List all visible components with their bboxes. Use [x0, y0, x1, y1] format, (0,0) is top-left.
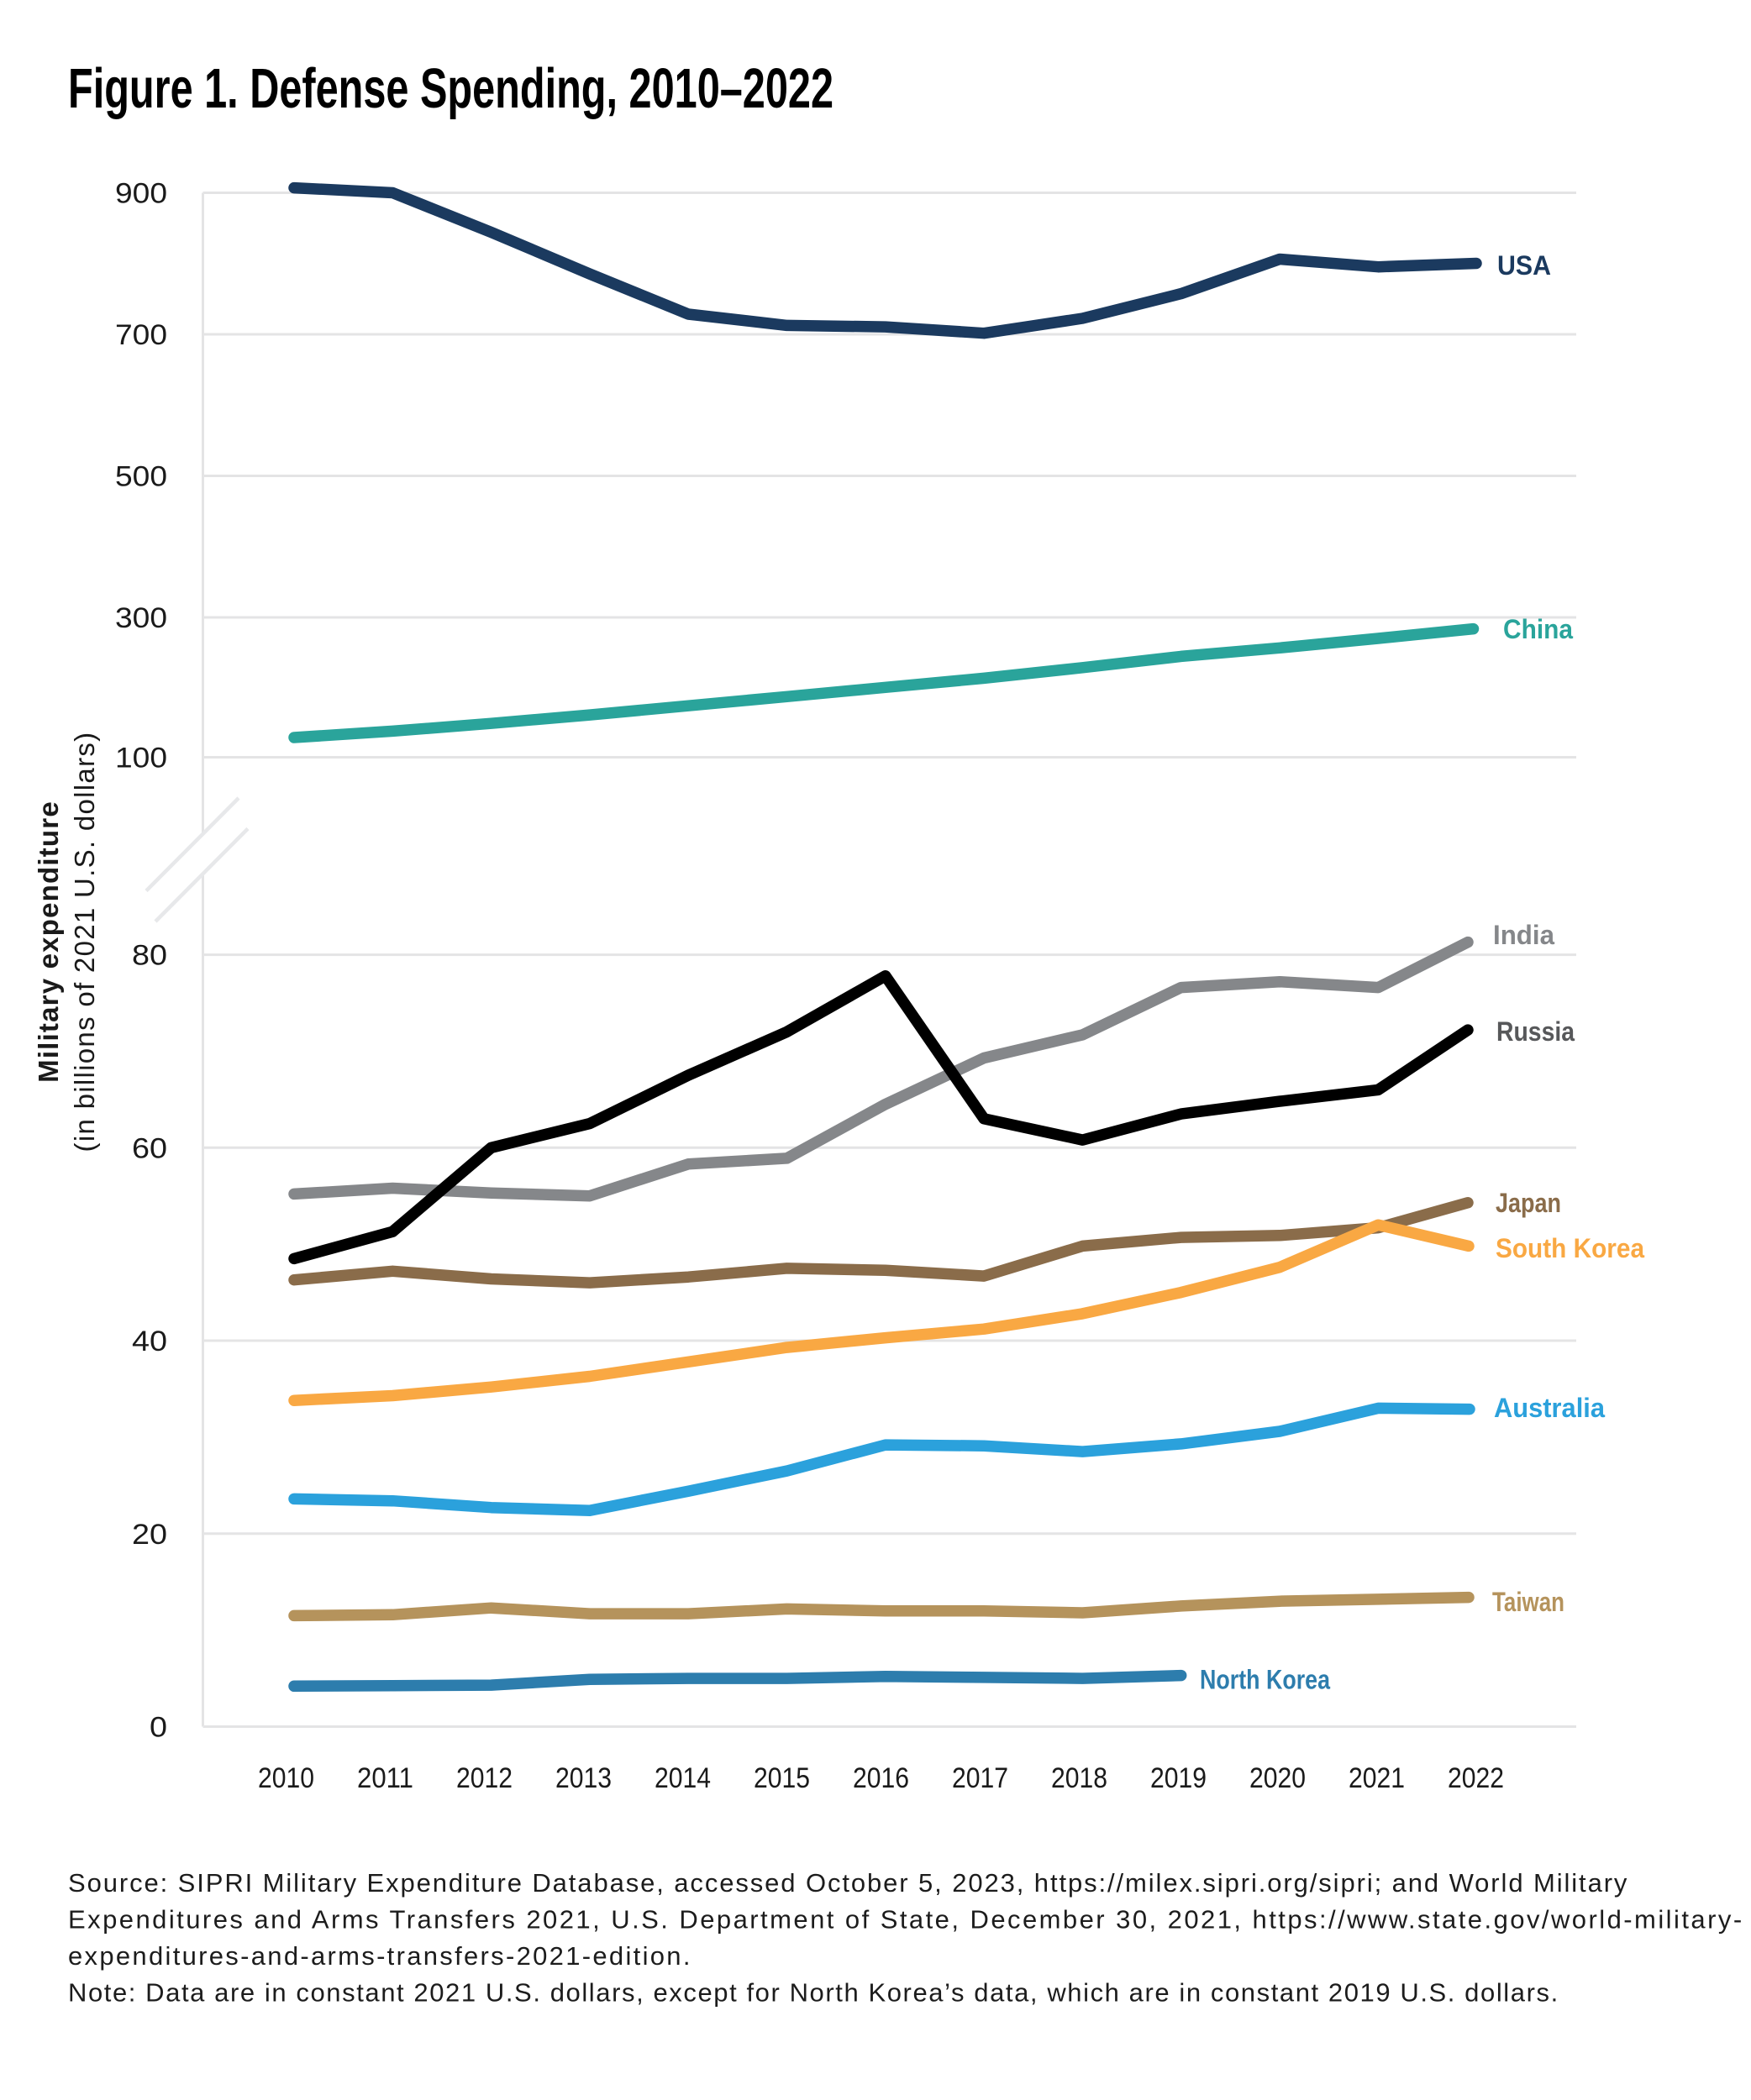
svg-text:2010: 2010 — [258, 1762, 314, 1794]
svg-text:Australia: Australia — [1494, 1393, 1605, 1423]
svg-text:2013: 2013 — [555, 1762, 612, 1794]
svg-text:2014: 2014 — [655, 1762, 711, 1794]
svg-text:Note: Data are in constant 202: Note: Data are in constant 2021 U.S. dol… — [68, 1978, 1559, 2008]
svg-text:2012: 2012 — [456, 1762, 513, 1794]
svg-text:2017: 2017 — [952, 1762, 1008, 1794]
svg-text:China: China — [1503, 614, 1573, 644]
svg-text:2018: 2018 — [1051, 1762, 1107, 1794]
svg-text:2011: 2011 — [357, 1762, 413, 1794]
svg-text:South Korea: South Korea — [1496, 1233, 1644, 1263]
svg-text:80: 80 — [132, 940, 167, 972]
svg-text:Figure 1. Defense Spending, 20: Figure 1. Defense Spending, 2010–2022 — [68, 57, 833, 120]
svg-text:Military expenditure: Military expenditure — [33, 801, 64, 1083]
svg-text:300: 300 — [115, 602, 167, 634]
svg-text:(in billions of 2021 U.S. doll: (in billions of 2021 U.S. dollars) — [69, 732, 100, 1152]
svg-text:Russia: Russia — [1496, 1016, 1575, 1047]
svg-text:700: 700 — [115, 319, 167, 351]
svg-text:20: 20 — [132, 1519, 167, 1551]
svg-text:Expenditures and Arms Transfer: Expenditures and Arms Transfers 2021, U.… — [68, 1905, 1744, 1935]
svg-text:2015: 2015 — [754, 1762, 810, 1794]
svg-text:Taiwan: Taiwan — [1492, 1587, 1564, 1617]
svg-text:100: 100 — [115, 743, 167, 774]
svg-text:USA: USA — [1497, 250, 1551, 281]
svg-text:India: India — [1493, 920, 1554, 950]
svg-text:North Korea: North Korea — [1200, 1665, 1330, 1695]
svg-text:500: 500 — [115, 461, 167, 493]
svg-text:2022: 2022 — [1448, 1762, 1504, 1794]
svg-text:900: 900 — [115, 178, 167, 210]
svg-text:Source: SIPRI Military Expendi: Source: SIPRI Military Expenditure Datab… — [68, 1868, 1628, 1898]
svg-text:40: 40 — [132, 1326, 167, 1357]
svg-text:60: 60 — [132, 1132, 167, 1164]
svg-text:2020: 2020 — [1249, 1762, 1306, 1794]
svg-text:2016: 2016 — [853, 1762, 909, 1794]
svg-text:expenditures-and-arms-transfer: expenditures-and-arms-transfers-2021-edi… — [68, 1941, 692, 1971]
svg-text:2019: 2019 — [1150, 1762, 1207, 1794]
svg-text:Japan: Japan — [1496, 1188, 1561, 1218]
svg-text:0: 0 — [150, 1712, 167, 1744]
svg-text:2021: 2021 — [1349, 1762, 1405, 1794]
